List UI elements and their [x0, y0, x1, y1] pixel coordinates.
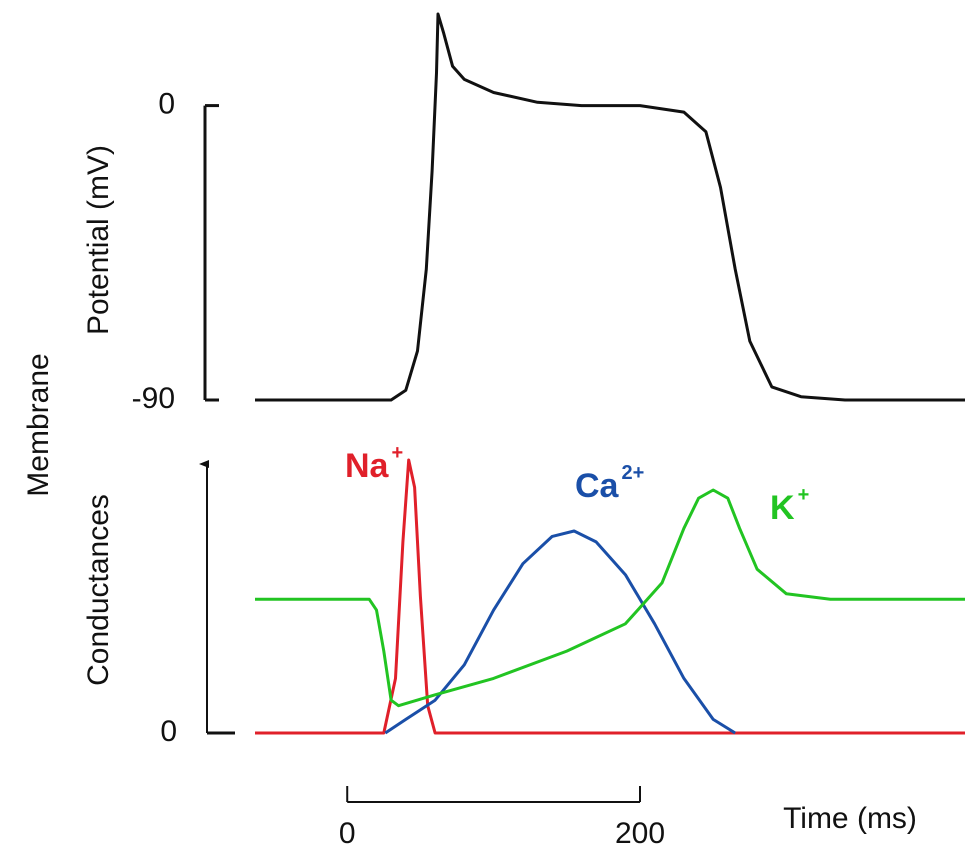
- series-charge: 2+: [621, 462, 644, 484]
- y-label: Potential (mV): [82, 145, 115, 335]
- y-tick-label: -90: [132, 382, 175, 415]
- series-name: Ca: [575, 467, 620, 505]
- y-label-group: Membrane: [22, 353, 55, 496]
- series-label: Na +: [345, 442, 403, 485]
- series-line: [255, 488, 965, 708]
- series-charge: +: [391, 442, 403, 464]
- series-name: K: [770, 489, 795, 527]
- x-tick-label: 0: [339, 817, 356, 850]
- series-name: Na: [345, 447, 390, 485]
- series-label: K +: [770, 484, 809, 527]
- series-line: [255, 458, 965, 735]
- series-line: [384, 529, 736, 735]
- x-tick-label: 200: [615, 817, 665, 850]
- x-label: Time (ms): [783, 802, 917, 835]
- series-line: [255, 12, 965, 402]
- y-label: Conductances: [82, 494, 115, 686]
- series-charge: +: [798, 484, 810, 506]
- y-tick-label: 0: [160, 715, 177, 748]
- y-tick-label: 0: [158, 88, 175, 121]
- series-label: Ca 2+: [575, 462, 644, 505]
